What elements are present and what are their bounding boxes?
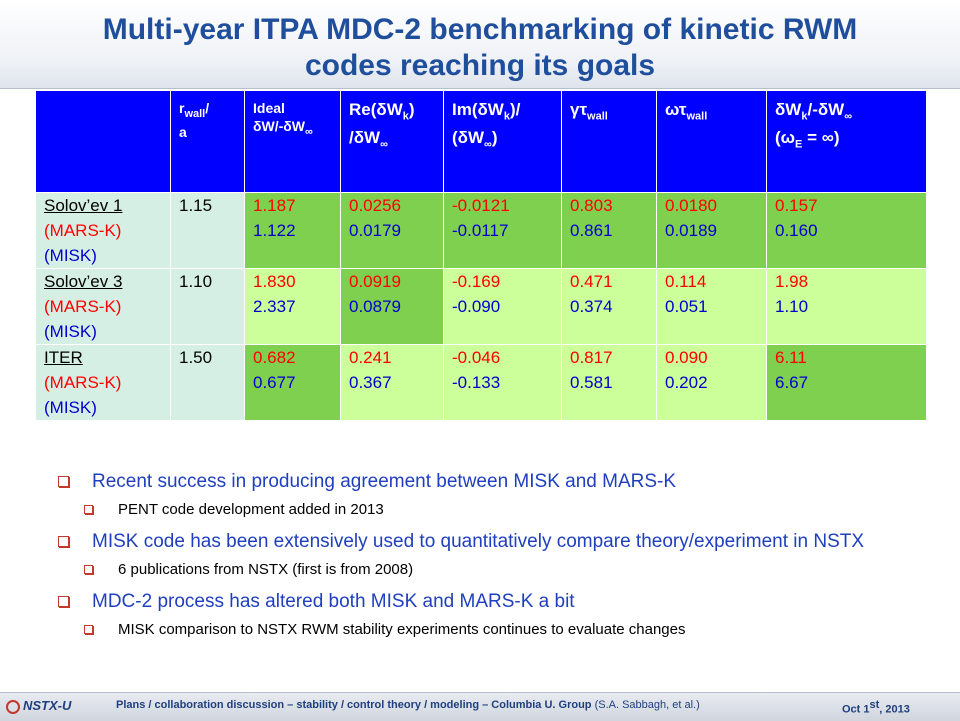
title-bar: Multi-year ITPA MDC-2 benchmarking of ki… xyxy=(0,0,960,89)
footer: NSTX-U Plans / collaboration discussion … xyxy=(0,692,960,721)
ratio-cell: 0.157 0.160 xyxy=(766,192,927,269)
bullet-item: MISK code has been extensively used to q… xyxy=(56,530,946,554)
title-line-2: codes reaching its goals xyxy=(304,49,656,82)
gamma-cell: 0.817 0.581 xyxy=(561,344,657,421)
table-row: ITER (MARS-K) (MISK) 1.50 0.682 0.677 0.241… xyxy=(35,344,927,421)
footer-date: Oct 1st, 2013 xyxy=(842,699,910,716)
re-cell: 0.241 0.367 xyxy=(340,344,444,421)
nstx-logo-icon xyxy=(6,699,20,714)
header-im: Im(δWk)/(δW∞) xyxy=(443,90,562,193)
ratio-cell: 1.98 1.10 xyxy=(766,268,927,345)
rwall-cell: 1.10 xyxy=(170,268,245,345)
omega-cell: 0.0180 0.0189 xyxy=(656,192,767,269)
omega-cell: 0.090 0.202 xyxy=(656,344,767,421)
header-ratio: δWk/-δW∞ (ωE = ∞) xyxy=(766,90,927,193)
im-cell: -0.0121 -0.0117 xyxy=(443,192,562,269)
gamma-cell: 0.803 0.861 xyxy=(561,192,657,269)
checkbox-bullet-icon xyxy=(84,625,93,634)
checkbox-bullet-icon xyxy=(58,476,69,487)
rwall-cell: 1.50 xyxy=(170,344,245,421)
im-cell: -0.046 -0.133 xyxy=(443,344,562,421)
benchmark-table: rwall/a Ideal δW/-δW∞ Re(δWk)/δW∞ Im(δWk)… xyxy=(35,90,927,421)
ideal-cell: 1.830 2.337 xyxy=(244,268,341,345)
ideal-cell: 0.682 0.677 xyxy=(244,344,341,421)
header-case xyxy=(35,90,171,193)
checkbox-bullet-icon xyxy=(58,536,69,547)
omega-cell: 0.114 0.051 xyxy=(656,268,767,345)
sub-bullet-item: MISK comparison to NSTX RWM stability ex… xyxy=(82,620,946,640)
ratio-cell: 6.11 6.67 xyxy=(766,344,927,421)
case-cell: Solov’ev 3 (MARS-K) (MISK) xyxy=(35,268,171,345)
ideal-cell: 1.187 1.122 xyxy=(244,192,341,269)
re-cell: 0.0256 0.0179 xyxy=(340,192,444,269)
checkbox-bullet-icon xyxy=(84,565,93,574)
header-ideal: Ideal δW/-δW∞ xyxy=(244,90,341,193)
header-omega: ωτwall xyxy=(656,90,767,193)
case-cell: ITER (MARS-K) (MISK) xyxy=(35,344,171,421)
case-cell: Solov’ev 1 (MARS-K) (MISK) xyxy=(35,192,171,269)
sub-bullet-item: PENT code development added in 2013 xyxy=(82,500,946,520)
re-cell: 0.0919 0.0879 xyxy=(340,268,444,345)
bullet-item: MDC-2 process has altered both MISK and … xyxy=(56,590,946,614)
bullet-list: Recent success in producing agreement be… xyxy=(56,470,946,650)
checkbox-bullet-icon xyxy=(84,505,93,514)
header-row: rwall/a Ideal δW/-δW∞ Re(δWk)/δW∞ Im(δWk)… xyxy=(35,90,927,193)
table-row: Solov’ev 1 (MARS-K) (MISK) 1.15 1.187 1.122… xyxy=(35,192,927,269)
slide-title: Multi-year ITPA MDC-2 benchmarking of ki… xyxy=(0,12,960,84)
checkbox-bullet-icon xyxy=(58,596,69,607)
footer-text: Plans / collaboration discussion – stabi… xyxy=(116,699,700,711)
sub-bullet-item: 6 publications from NSTX (first is from … xyxy=(82,560,946,580)
header-gamma: γτwall xyxy=(561,90,657,193)
table-row: Solov’ev 3 (MARS-K) (MISK) 1.10 1.830 2.337… xyxy=(35,268,927,345)
nstx-logo: NSTX-U xyxy=(6,698,71,714)
bullet-item: Recent success in producing agreement be… xyxy=(56,470,946,494)
title-line-1: Multi-year ITPA MDC-2 benchmarking of ki… xyxy=(102,13,858,46)
header-re: Re(δWk)/δW∞ xyxy=(340,90,444,193)
rwall-cell: 1.15 xyxy=(170,192,245,269)
header-rwall: rwall/a xyxy=(170,90,245,193)
gamma-cell: 0.471 0.374 xyxy=(561,268,657,345)
im-cell: -0.169 -0.090 xyxy=(443,268,562,345)
